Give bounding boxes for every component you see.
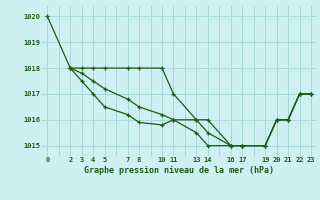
X-axis label: Graphe pression niveau de la mer (hPa): Graphe pression niveau de la mer (hPa) bbox=[84, 166, 274, 175]
